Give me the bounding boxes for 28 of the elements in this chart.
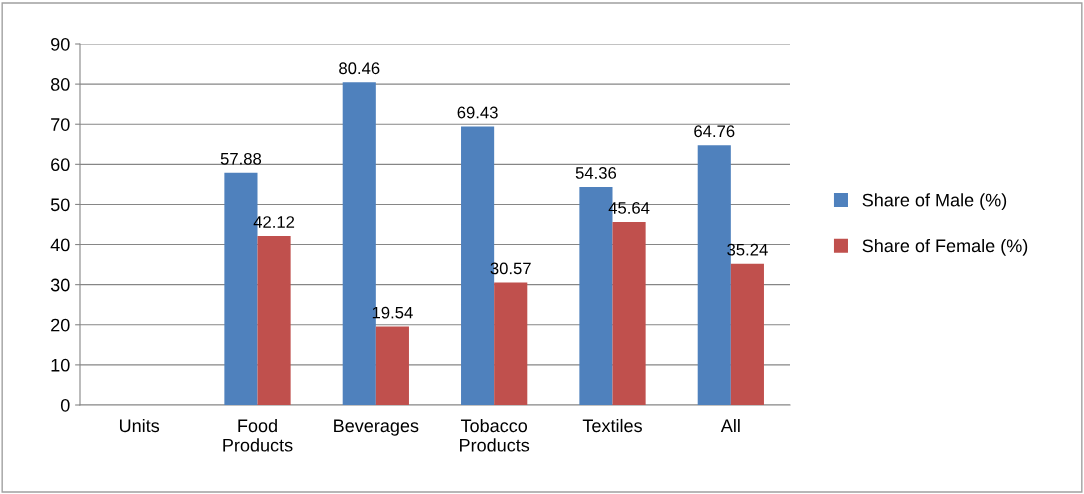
y-tick-label: 50 bbox=[50, 198, 70, 212]
y-tick-label: 30 bbox=[50, 278, 70, 292]
y-tick-label: 60 bbox=[51, 158, 70, 172]
legend-label: Share of Male (%) bbox=[862, 193, 1007, 211]
bar bbox=[612, 221, 646, 405]
y-tick-label: 90 bbox=[51, 37, 70, 51]
bar bbox=[730, 263, 764, 405]
y-tick-label: 0 bbox=[60, 398, 70, 412]
data-label: 54.36 bbox=[575, 167, 617, 179]
y-tick-label: 40 bbox=[50, 238, 70, 252]
data-label: 64.76 bbox=[694, 125, 735, 138]
x-tick-label: Food Products bbox=[223, 418, 293, 452]
y-tick-label: 20 bbox=[51, 318, 70, 332]
x-tick-label: Units bbox=[119, 418, 160, 433]
bar bbox=[375, 326, 409, 405]
y-tick-label: 80 bbox=[50, 78, 70, 91]
legend-label: Share of Female (%) bbox=[862, 238, 1028, 256]
x-tick-label: Tobacco Products bbox=[460, 418, 530, 452]
data-label: 69.43 bbox=[457, 106, 498, 119]
x-tick-label: Textiles bbox=[582, 418, 642, 433]
x-tick-label: Beverages bbox=[334, 419, 419, 436]
bar bbox=[257, 236, 291, 405]
y-tick-label: 10 bbox=[51, 358, 70, 372]
data-label: 80.46 bbox=[339, 62, 380, 75]
bar bbox=[494, 282, 528, 405]
x-tick-label: All bbox=[720, 418, 740, 432]
data-label: 57.88 bbox=[220, 152, 262, 165]
y-tick-label: 70 bbox=[51, 118, 70, 131]
